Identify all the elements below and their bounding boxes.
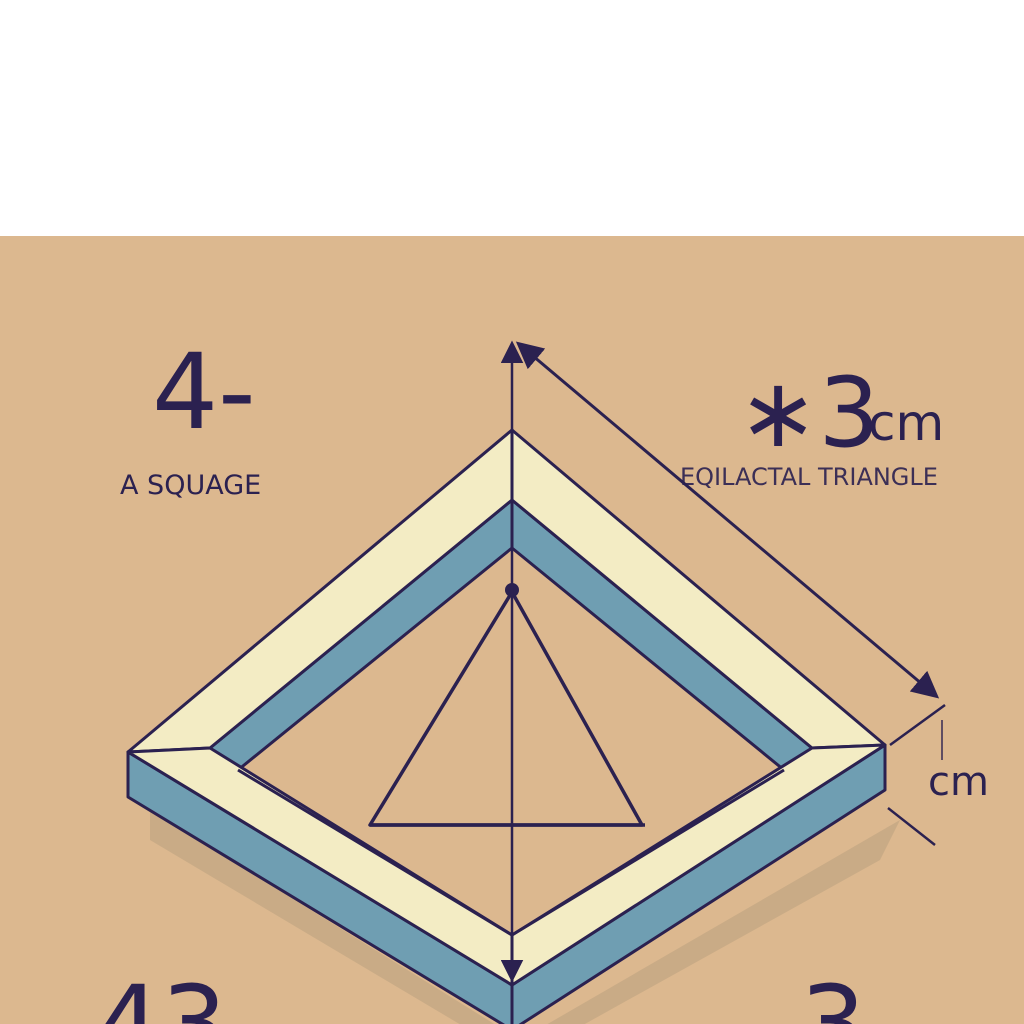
top-right-unit: cm <box>868 394 944 452</box>
triangle-label: EQILACTAL TRIANGLE <box>680 463 938 491</box>
frame-inner-wall-right <box>510 498 814 772</box>
bottom-left-number: 43 <box>95 963 227 1024</box>
side-dimension-arrow <box>515 341 940 699</box>
right-unit: cm <box>928 759 989 805</box>
right-dimension-tick <box>889 703 946 747</box>
geometry-diagram: 4- A SQUAGE ∗3 cm EQILACTAL TRIANGLE cm … <box>95 331 989 1024</box>
frame-shadow <box>150 810 900 1024</box>
square-label: A SQUAGE <box>120 470 261 501</box>
top-right-mark: ∗3 <box>738 357 880 469</box>
top-left-number: 4- <box>152 331 256 453</box>
square-frame <box>126 428 887 1024</box>
frame-inner-wall-left <box>208 498 514 772</box>
bottom-right-number: 3 <box>800 963 866 1024</box>
frame-face-bottom-left <box>126 746 514 987</box>
paper-background: 4- A SQUAGE ∗3 cm EQILACTAL TRIANGLE cm … <box>0 236 1024 1024</box>
right-dimension-tick-lower <box>887 807 936 846</box>
